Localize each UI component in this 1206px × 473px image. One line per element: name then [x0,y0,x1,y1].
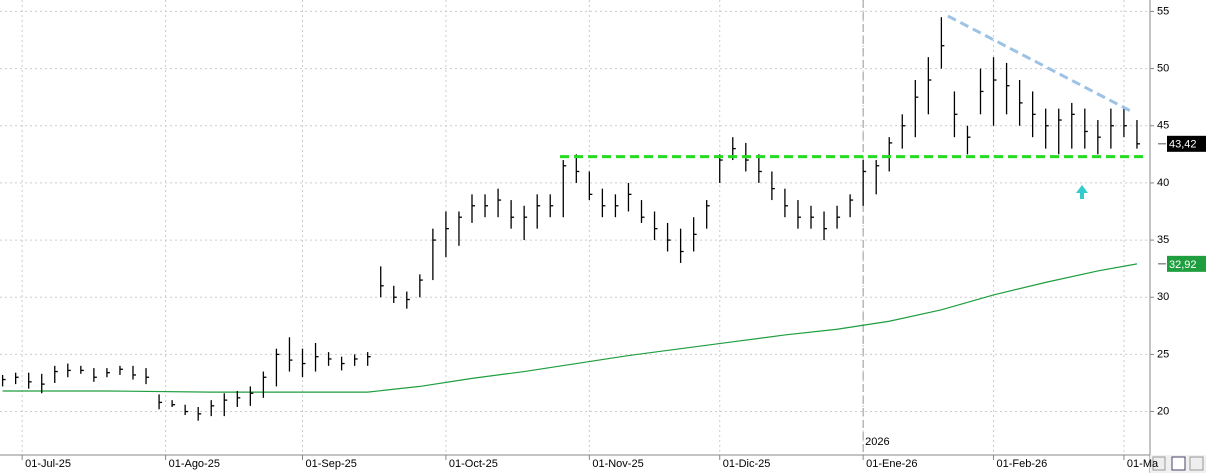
y-tick-label: 25 [1157,348,1169,360]
x-tick-label: 01-Oct-25 [449,458,498,470]
up-arrow [1076,185,1088,199]
moving-average [2,263,1138,393]
y-tick-label: 20 [1157,405,1169,417]
year-label: 2026 [865,436,889,448]
x-tick-label: 01-Ago-25 [169,458,220,470]
trend-line [947,14,1132,113]
x-tick-label: 01-Dic-25 [723,458,771,470]
price-label-box [1167,135,1206,152]
price-label: 43,42 [1169,139,1197,151]
plot-area [0,0,1150,455]
x-tick-label: 01-Ma [1127,458,1159,470]
menu-button[interactable] [1189,456,1204,471]
y-tick-label: 40 [1157,177,1169,189]
x-tick-label: 01-Nov-25 [592,458,643,470]
y-tick-label: 35 [1157,234,1169,246]
y-tick-label: 50 [1157,62,1169,74]
y-tick-label: 45 [1157,120,1169,132]
scroll-button[interactable] [1152,456,1166,471]
y-tick-label: 55 [1157,5,1169,17]
x-tick-label: 01-Sep-25 [305,458,356,470]
x-tick-label: 01-Ene-26 [866,458,917,470]
price-label-box [1167,255,1206,272]
price-label: 32,92 [1169,259,1197,271]
x-tick-label: 01-Feb-26 [997,458,1048,470]
y-tick-label: 30 [1157,291,1169,303]
x-tick-label: 01-Jul-25 [25,458,71,470]
save-button[interactable] [1171,456,1186,471]
